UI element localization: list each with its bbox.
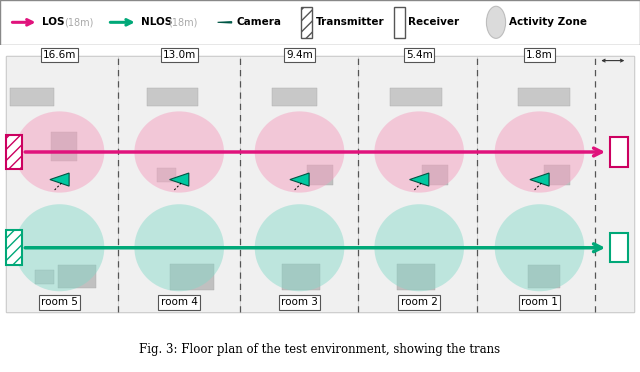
Bar <box>422 165 448 185</box>
Text: room 4: room 4 <box>161 297 198 307</box>
Polygon shape <box>410 173 429 186</box>
Bar <box>6 56 634 312</box>
Bar <box>147 88 198 106</box>
Text: 9.4m: 9.4m <box>286 50 313 60</box>
Bar <box>35 269 54 284</box>
Polygon shape <box>530 173 549 186</box>
Text: 1.8m: 1.8m <box>526 50 553 60</box>
Ellipse shape <box>495 204 584 291</box>
Text: 16.6m: 16.6m <box>43 50 76 60</box>
Ellipse shape <box>495 111 584 193</box>
Bar <box>272 88 317 106</box>
Text: 13.0m: 13.0m <box>163 50 196 60</box>
Bar <box>544 165 570 185</box>
Text: Camera: Camera <box>237 17 282 27</box>
Ellipse shape <box>255 111 344 193</box>
Polygon shape <box>50 173 69 186</box>
Bar <box>610 233 628 262</box>
Text: Receiver: Receiver <box>408 17 460 27</box>
Ellipse shape <box>486 6 506 38</box>
Text: Fig. 3: Floor plan of the test environment, showing the trans: Fig. 3: Floor plan of the test environme… <box>140 343 500 356</box>
Bar <box>301 7 312 38</box>
Bar <box>390 88 442 106</box>
Ellipse shape <box>134 204 224 291</box>
Bar <box>477 56 634 312</box>
Bar <box>528 265 560 288</box>
Text: room 3: room 3 <box>281 297 318 307</box>
Bar <box>518 88 570 106</box>
Polygon shape <box>290 173 309 186</box>
Bar <box>118 56 240 312</box>
Bar <box>157 168 176 182</box>
Text: Transmitter: Transmitter <box>316 17 384 27</box>
Bar <box>282 264 320 290</box>
Ellipse shape <box>15 204 104 291</box>
Polygon shape <box>170 173 189 186</box>
Bar <box>58 265 96 288</box>
Ellipse shape <box>134 111 224 193</box>
Bar <box>6 56 118 312</box>
Bar <box>394 7 405 38</box>
Bar <box>10 88 54 106</box>
Bar <box>51 132 77 161</box>
Ellipse shape <box>15 111 104 193</box>
Ellipse shape <box>374 111 464 193</box>
Bar <box>610 138 628 167</box>
Bar <box>397 264 435 290</box>
Text: room 2: room 2 <box>401 297 438 307</box>
Bar <box>307 165 333 185</box>
Text: 5.4m: 5.4m <box>406 50 433 60</box>
Ellipse shape <box>374 204 464 291</box>
Text: (18m): (18m) <box>64 17 93 27</box>
Text: NLOS: NLOS <box>141 17 172 27</box>
Polygon shape <box>218 22 232 23</box>
Text: Activity Zone: Activity Zone <box>509 17 587 27</box>
Text: LOS: LOS <box>42 17 64 27</box>
Text: room 1: room 1 <box>521 297 558 307</box>
Bar <box>358 56 477 312</box>
Bar <box>170 264 214 290</box>
Bar <box>6 230 22 265</box>
Text: (18m): (18m) <box>168 17 198 27</box>
Ellipse shape <box>255 204 344 291</box>
Text: room 5: room 5 <box>41 297 78 307</box>
Bar <box>6 135 22 169</box>
Bar <box>240 56 358 312</box>
